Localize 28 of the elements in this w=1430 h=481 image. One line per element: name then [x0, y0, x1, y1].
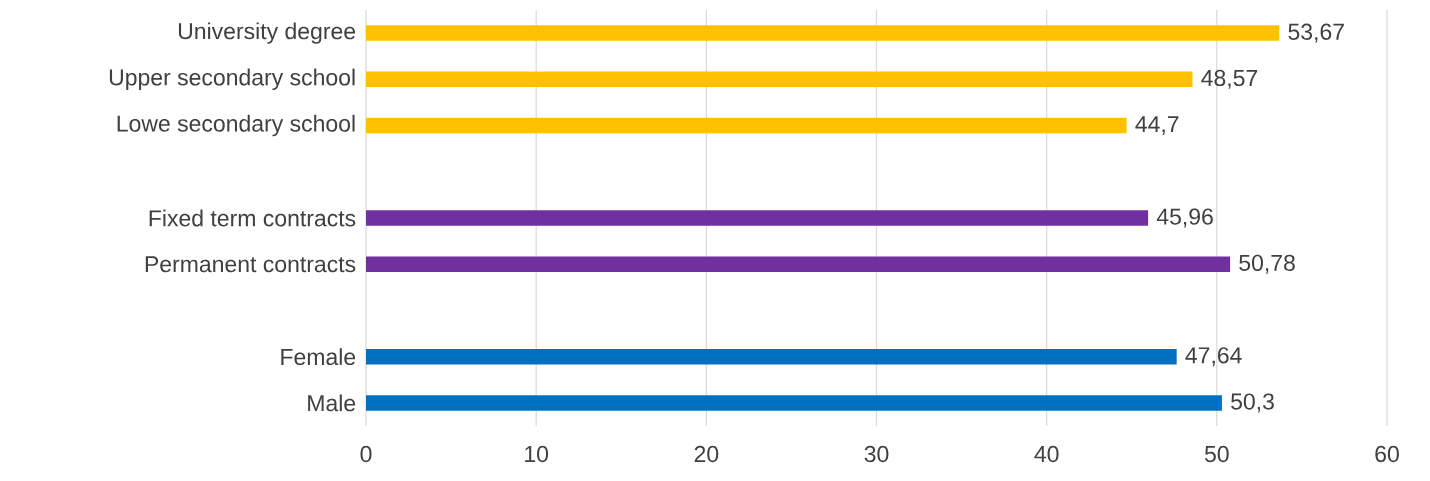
bar — [366, 71, 1193, 88]
data-label: 50,3 — [1231, 393, 1274, 413]
data-label: 48,57 — [1201, 69, 1258, 89]
y-tick-label: University degree — [178, 22, 356, 44]
bar — [366, 348, 1177, 365]
x-tick-label: 30 — [864, 445, 889, 463]
y-tick-label: Upper secondary school — [109, 68, 355, 91]
data-label: 47,64 — [1185, 347, 1242, 367]
bar — [366, 395, 1222, 411]
bar — [366, 25, 1280, 41]
x-tick-label: 0 — [360, 445, 372, 463]
y-tick-label: Permanent contracts — [145, 256, 356, 273]
bar — [366, 117, 1127, 134]
y-tick-label: Female — [281, 348, 356, 366]
bar — [366, 256, 1231, 272]
data-label: 50,78 — [1239, 254, 1295, 274]
y-tick-label: Male — [308, 394, 356, 412]
x-tick-label: 60 — [1375, 445, 1399, 463]
x-tick-label: 50 — [1204, 445, 1229, 463]
x-tick-label: 10 — [525, 445, 549, 463]
x-tick-label: 20 — [694, 445, 719, 463]
y-tick-label: Fixed term contracts — [149, 209, 356, 227]
y-tick-label: Lowe secondary school — [117, 114, 355, 137]
data-label: 44,7 — [1135, 116, 1179, 135]
bar — [366, 210, 1149, 226]
x-tick-label: 40 — [1034, 445, 1059, 463]
data-label: 45,96 — [1156, 208, 1213, 228]
data-label: 53,67 — [1288, 23, 1344, 43]
